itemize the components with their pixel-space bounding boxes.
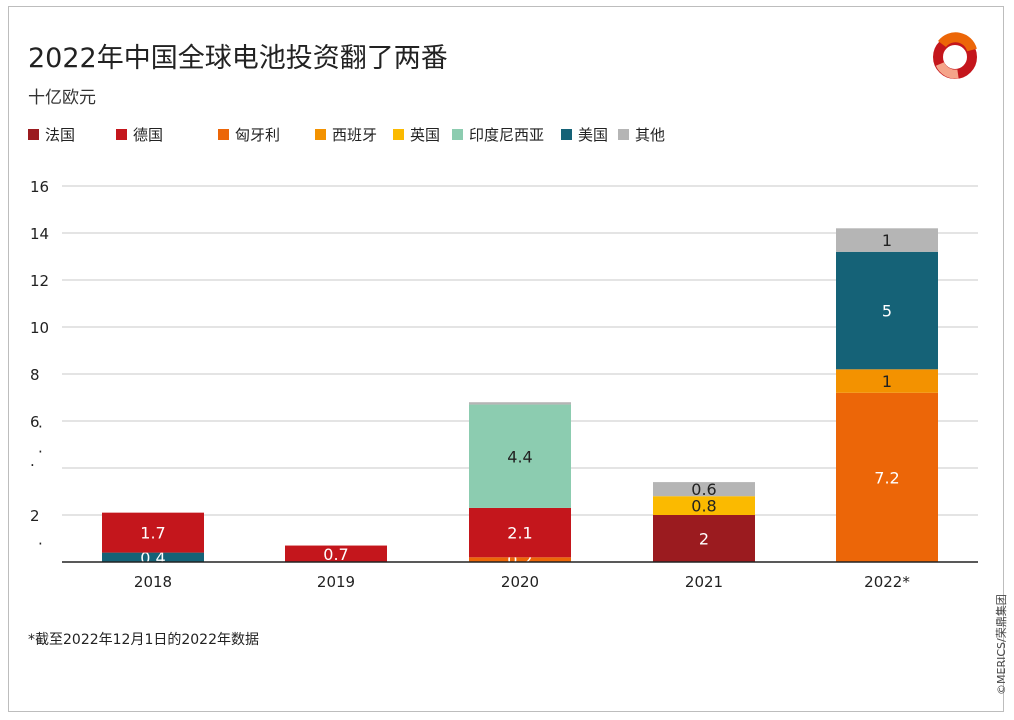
legend-swatch [561, 129, 572, 140]
legend-item-indonesia: 印度尼西亚 [452, 124, 544, 145]
data-label: 1 [882, 231, 892, 250]
chart-unit-subtitle: 十亿欧元 [28, 88, 96, 108]
bar-segment [836, 369, 938, 393]
data-label: 2 [699, 530, 709, 549]
bar-segment [469, 402, 571, 405]
y-tick-dot: . [38, 439, 43, 457]
legend-label: 美国 [578, 126, 609, 144]
y-tick-label: 10 [30, 319, 49, 337]
legend-item-france: 法国 [28, 124, 75, 145]
data-label: 0.8 [691, 497, 716, 516]
legend-label: 匈牙利 [235, 126, 281, 144]
legend-swatch [618, 129, 629, 140]
legend-label: 其他 [635, 126, 666, 144]
bar-segment [836, 228, 938, 252]
y-tick-dot: . [38, 531, 43, 549]
legend-label: 西班牙 [332, 126, 378, 144]
y-tick-label: 16 [30, 178, 49, 196]
x-tick-label: 2019 [317, 573, 355, 591]
x-tick-label: 2021 [685, 573, 723, 591]
legend-swatch [218, 129, 229, 140]
legend-swatch [393, 129, 404, 140]
data-label: 2.1 [507, 524, 532, 543]
legend-swatch [116, 129, 127, 140]
data-label: 0.6 [691, 480, 716, 499]
source-credit: ©MERICS/荣鼎集团 [995, 594, 1008, 695]
bar-segment [469, 507, 571, 558]
data-label: 1.7 [140, 524, 165, 543]
legend-item-usa: 美国 [561, 124, 608, 145]
bar-segment [836, 392, 938, 562]
legend-swatch [315, 129, 326, 140]
chart-title: 2022年中国全球电池投资翻了两番 [28, 43, 448, 74]
legend-item-hungary: 匈牙利 [218, 124, 280, 145]
legend-swatch [452, 129, 463, 140]
bar-segment [836, 251, 938, 370]
legend-label: 印度尼西亚 [469, 126, 545, 144]
y-tick-label: . [30, 452, 35, 470]
data-label: 5 [882, 302, 892, 321]
y-tick-label: 2 [30, 507, 40, 525]
y-tick-label: 8 [30, 366, 40, 384]
chart-legend: 法国 德国 匈牙利 西班牙 英国 印度尼西亚 美国 其他 [28, 124, 728, 146]
y-tick-dot: . [38, 414, 43, 432]
data-label: 4.4 [507, 447, 532, 466]
footnote: *截至2022年12月1日的2022年数据 [28, 632, 259, 648]
bar-segment [285, 545, 387, 562]
chart-frame [8, 6, 1004, 712]
legend-item-other: 其他 [618, 124, 665, 145]
legend-item-germany: 德国 [116, 124, 163, 145]
bar-segment [102, 552, 204, 562]
legend-item-spain: 西班牙 [315, 124, 377, 145]
bar-segment [469, 557, 571, 562]
bar-segment [653, 482, 755, 497]
data-label: 1 [882, 372, 892, 391]
legend-label: 法国 [45, 126, 76, 144]
y-tick-label: 6 [30, 413, 40, 431]
bar-segment [653, 515, 755, 562]
bar-segment [469, 404, 571, 508]
legend-swatch [28, 129, 39, 140]
merics-logo-icon [933, 32, 977, 79]
legend-item-uk: 英国 [393, 124, 440, 145]
bar-segment [653, 496, 755, 515]
x-tick-label: 2020 [501, 573, 539, 591]
y-tick-label: 12 [30, 272, 49, 290]
bar-segment [102, 512, 204, 553]
x-tick-label: 2022* [864, 573, 910, 591]
x-tick-label: 2018 [134, 573, 172, 591]
legend-label: 英国 [410, 126, 441, 144]
legend-label: 德国 [133, 126, 164, 144]
y-tick-label: 14 [30, 225, 49, 243]
data-label: 0.7 [323, 545, 348, 564]
data-label: 7.2 [874, 468, 899, 487]
